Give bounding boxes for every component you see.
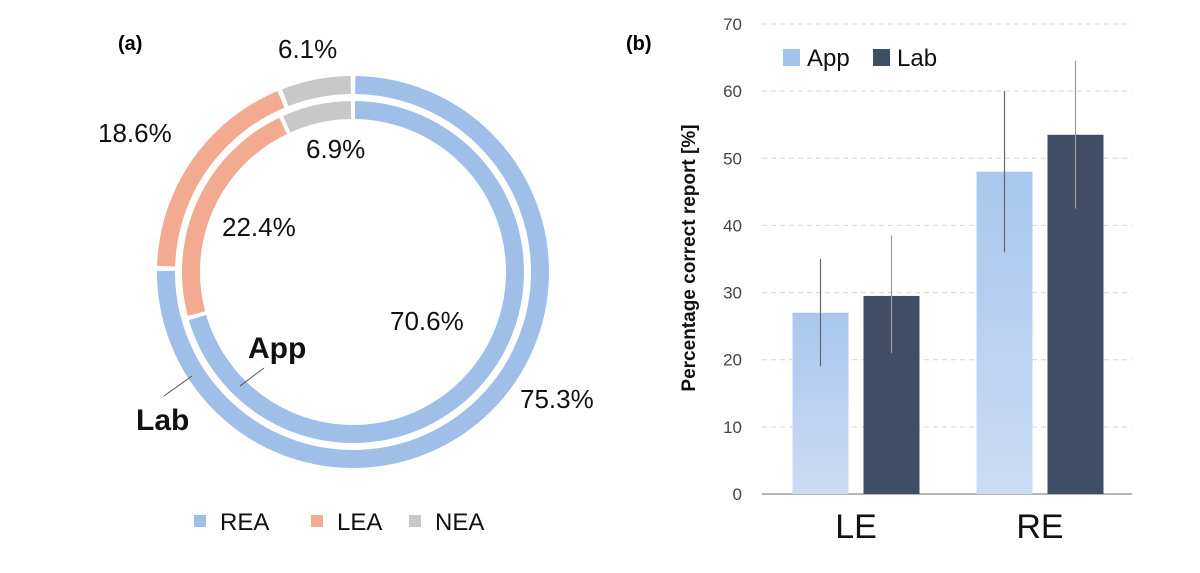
lab-leader-line [163, 375, 193, 397]
y-tick-0: 0 [733, 485, 742, 504]
y-tick-40: 40 [723, 216, 742, 235]
y-tick-10: 10 [723, 418, 742, 437]
panel-b-label: (b) [626, 33, 652, 55]
lab-nea-percent: 6.1% [278, 34, 337, 64]
lab-rea-percent: 75.3% [520, 384, 594, 414]
donut-chart [157, 76, 549, 468]
y-axis-label: Percentage correct report [%] [679, 124, 700, 391]
donut-legend: REA LEA NEA [194, 509, 484, 536]
lab-ring-nea-slice [281, 76, 352, 107]
x-category-le: LE [835, 508, 877, 546]
y-tick-30: 30 [723, 284, 742, 303]
lab-ring-lea-slice [157, 91, 285, 267]
legend-label-lab: Lab [897, 45, 937, 72]
y-tick-50: 50 [723, 149, 742, 168]
lab-ring-rea-slice [157, 76, 549, 468]
panel-a-label: (a) [118, 33, 142, 55]
lab-lea-percent: 18.6% [98, 118, 172, 148]
app-ring-lea-slice [182, 117, 288, 316]
donut-labels: 75.3% 18.6% 6.1% 70.6% 22.4% 6.9% App Lab [98, 34, 594, 437]
app-lea-percent: 22.4% [222, 212, 296, 242]
app-leader-line [239, 367, 265, 387]
y-tick-60: 60 [723, 82, 742, 101]
legend-swatch-lab [873, 49, 890, 66]
bar-categories: LE RE [835, 508, 1063, 546]
legend-label-app: App [807, 45, 850, 72]
legend-label-nea: NEA [435, 509, 484, 536]
lab-ring-label: Lab [136, 404, 189, 437]
legend-label-rea: REA [220, 509, 269, 536]
bar-legend: App Lab [783, 45, 937, 72]
app-rea-percent: 70.6% [390, 306, 464, 336]
legend-swatch-rea [194, 515, 206, 527]
app-ring-rea-slice [188, 101, 524, 443]
legend-swatch-app [783, 49, 800, 66]
bars [792, 60, 1104, 495]
y-tick-70: 70 [723, 15, 742, 34]
legend-label-lea: LEA [337, 509, 382, 536]
x-category-re: RE [1016, 508, 1063, 546]
y-tick-20: 20 [723, 351, 742, 370]
bar-y-ticks: 0 10 20 30 40 50 60 70 [723, 15, 742, 504]
app-ring-label: App [248, 332, 306, 365]
legend-swatch-nea [409, 515, 421, 527]
legend-swatch-lea [311, 515, 323, 527]
app-nea-percent: 6.9% [306, 134, 365, 164]
app-ring-nea-slice [283, 101, 352, 133]
